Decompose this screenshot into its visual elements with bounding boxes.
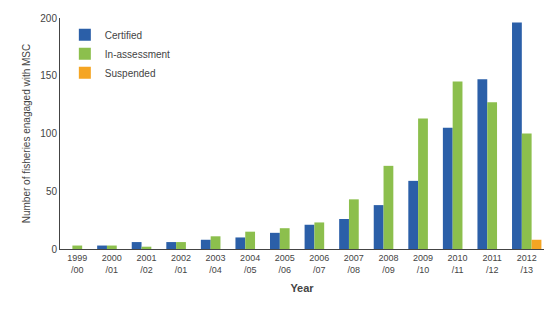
svg-text:2006/07: 2006/07 bbox=[309, 253, 329, 275]
svg-text:Suspended: Suspended bbox=[105, 68, 156, 79]
svg-text:1999/00: 1999/00 bbox=[67, 253, 87, 275]
svg-text:2010/11: 2010/11 bbox=[448, 253, 468, 275]
svg-text:200: 200 bbox=[40, 13, 57, 24]
svg-text:2012/13: 2012/13 bbox=[517, 253, 537, 275]
svg-text:2003/04: 2003/04 bbox=[206, 253, 226, 275]
svg-text:2007/08: 2007/08 bbox=[344, 253, 364, 275]
svg-text:50: 50 bbox=[46, 186, 58, 197]
svg-text:2004/05: 2004/05 bbox=[240, 253, 260, 275]
svg-text:2011/12: 2011/12 bbox=[482, 253, 501, 275]
svg-text:100: 100 bbox=[40, 128, 57, 139]
svg-text:2009/10: 2009/10 bbox=[413, 253, 433, 275]
svg-text:In-assessment: In-assessment bbox=[105, 49, 170, 60]
svg-text:2008/09: 2008/09 bbox=[378, 253, 398, 275]
svg-text:2002/01: 2002/01 bbox=[171, 253, 191, 275]
svg-text:Year: Year bbox=[290, 282, 314, 294]
svg-text:2001/02: 2001/02 bbox=[136, 253, 156, 275]
svg-text:Number of fisheries enagaged w: Number of fisheries enagaged with MSC bbox=[21, 44, 32, 224]
svg-text:0: 0 bbox=[51, 244, 57, 255]
svg-text:2005/06: 2005/06 bbox=[275, 253, 295, 275]
svg-text:150: 150 bbox=[40, 70, 57, 81]
svg-text:2000/01: 2000/01 bbox=[102, 253, 122, 275]
svg-text:Certified: Certified bbox=[105, 30, 142, 41]
